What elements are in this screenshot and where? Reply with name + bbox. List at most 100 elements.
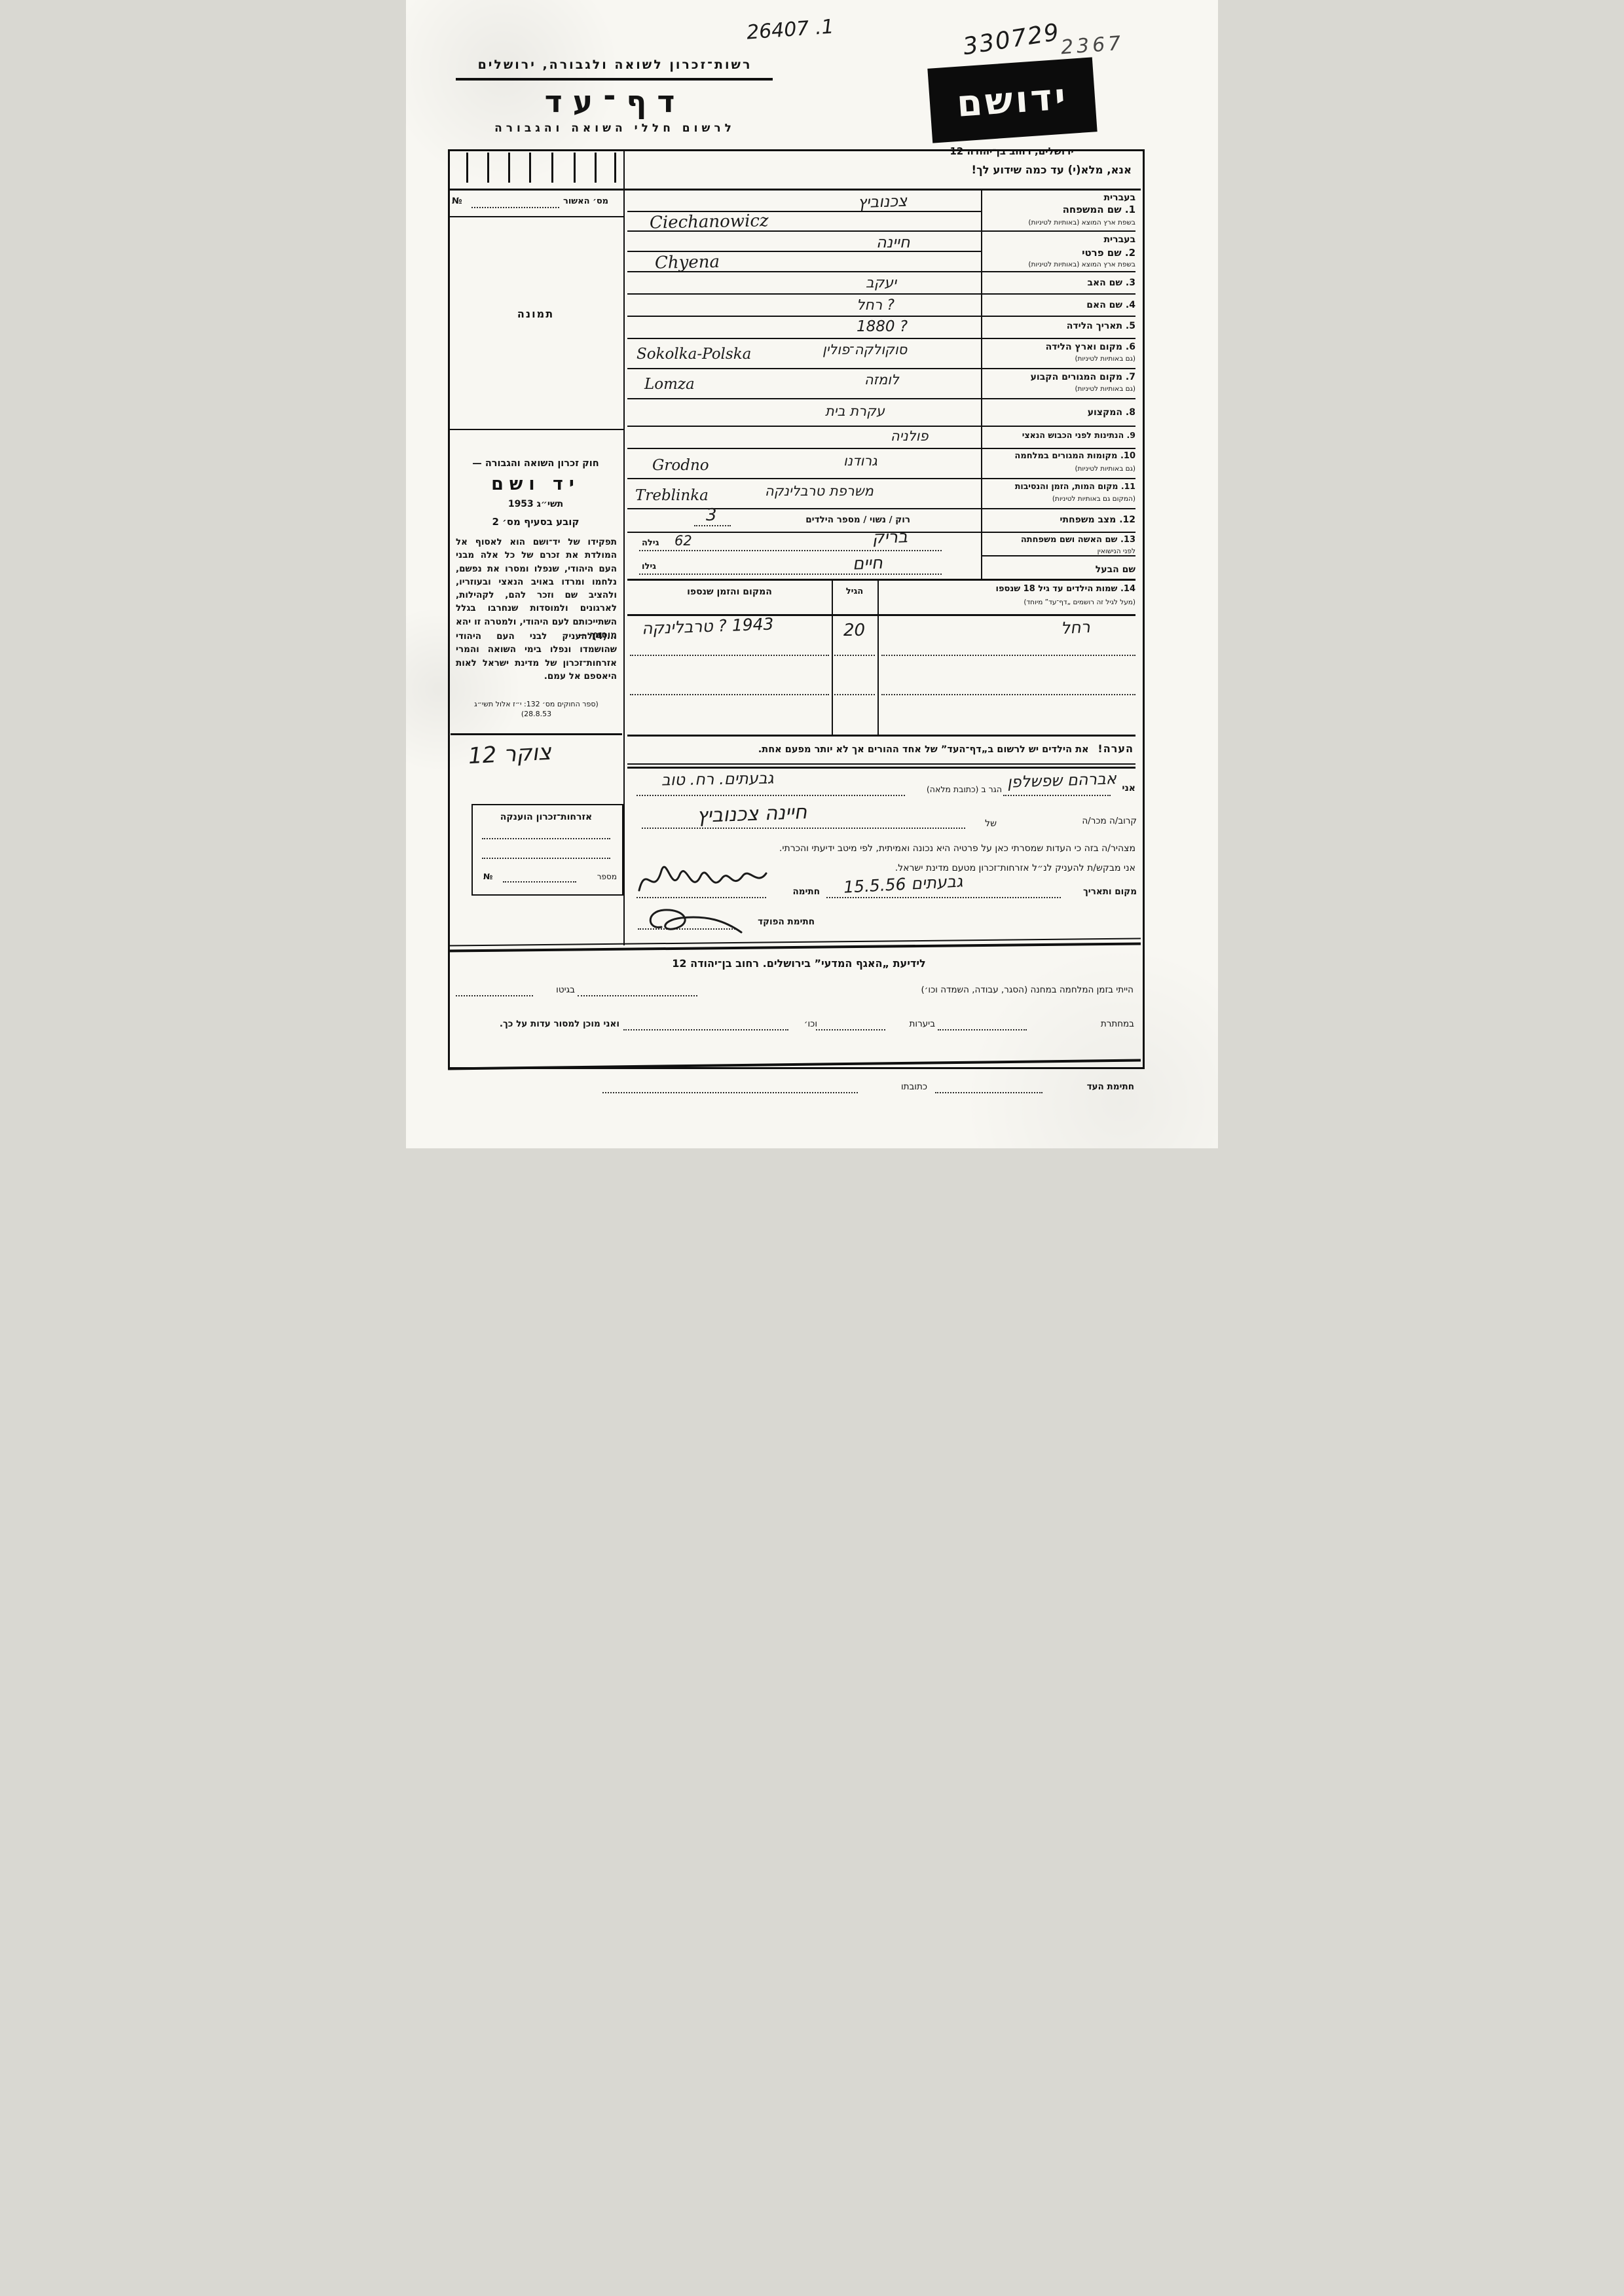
signature-line — [637, 897, 766, 898]
field-10-label: 10. מקומות המגורים במלחמה — [985, 451, 1135, 462]
field-2-language: בעברית — [1103, 234, 1135, 245]
handwritten-first-name-hebrew: חיינה — [876, 233, 910, 251]
handwritten-family-name-latin: Ciechanowicz — [649, 211, 769, 233]
row-border-f11 — [627, 508, 1135, 509]
etc-line — [623, 1029, 788, 1030]
field-14-text: שמות הילדים עד גיל 18 שנספו — [995, 584, 1118, 594]
field-6-number: 6. — [1125, 342, 1135, 352]
field-11-text: מקום המות, הזמן והנסיבות — [1014, 481, 1118, 491]
field-12-text: מצב משפחתי — [1060, 515, 1116, 525]
table-bottom-border — [627, 735, 1135, 737]
handwritten-children-count: 3 — [706, 505, 717, 525]
her-age-line — [639, 550, 942, 551]
handwritten-top-number: 26407 .1 — [745, 15, 835, 45]
field-12-label: 12. מצב משפחתי — [985, 515, 1135, 525]
ghetto-line — [456, 995, 533, 996]
request-statement: אני מבקש/ת להעניק לנ״ל אזרחות־זכרון מטעם… — [895, 863, 1135, 873]
certificate-row-border — [448, 216, 623, 217]
table-age-header: הגיל — [845, 587, 864, 596]
field-8-number: 8. — [1125, 407, 1135, 418]
page-subtitle: לרשום חללי השואה והגבורה — [494, 122, 735, 135]
file-tick — [508, 153, 510, 183]
citizenship-number-line — [503, 881, 576, 883]
law-clause-text: ...(4)להעניק לבני העם היהודי שהושמדו ונפ… — [456, 631, 617, 682]
field-3-text: שם האב — [1087, 278, 1123, 288]
field-12-number: 12. — [1119, 515, 1135, 525]
witness-signature-label: חתימת העד — [1086, 1082, 1134, 1092]
field-13-number: 13. — [1120, 535, 1135, 545]
write-line — [627, 251, 981, 252]
children-count-line — [694, 525, 731, 526]
witness-signature-bottom-line — [935, 1092, 1043, 1093]
table-row-line — [834, 655, 875, 656]
field-7-sublabel: (גם באותיות לטיניות) — [1075, 385, 1135, 393]
field-10-text: מקומות המגורים במלחמה — [1014, 451, 1118, 461]
testimony-page: 26407 .1 330729 2367 רשות־זכרון לשואה ול… — [406, 0, 1218, 1148]
field-2-number: 2. — [1124, 247, 1135, 259]
field-10-sublabel: (גם באותיות לטיניות) — [1075, 465, 1135, 473]
certificate-number-line — [471, 207, 559, 208]
row-border-f12 — [627, 532, 1135, 533]
handwritten-death-place-latin: Treblinka — [635, 487, 709, 504]
handwritten-sidebar-note: צוקר 12 — [468, 738, 552, 770]
underground-line — [938, 1029, 1027, 1030]
field-5-text: תאריך הלידה — [1066, 321, 1123, 331]
field-6-text: מקום וארץ הלידה — [1045, 342, 1123, 352]
declare-statement: מצהיר/ה בזה כי העדות שמסרתי כאן על פרטיה… — [779, 843, 1135, 854]
field-2-text: שם פרטי — [1082, 247, 1122, 259]
handwritten-husband-name: חיים — [852, 553, 883, 574]
yad-vashem-logo-text: ידושם — [955, 75, 1070, 126]
field-3-number: 3. — [1125, 278, 1135, 288]
field-7-number: 7. — [1125, 372, 1135, 382]
place-date-line — [826, 897, 1061, 898]
handwritten-wife-maiden-name: בריק — [872, 527, 908, 548]
relative-label: קרוב/ה מכר/ה — [1082, 816, 1137, 826]
field-13-sublabel: לפני הנישואין — [1097, 547, 1135, 555]
etc-label: וכו׳ — [803, 1019, 817, 1029]
handwritten-residence-latin: Lomza — [644, 376, 695, 393]
marital-status-options: רוק / נשוי / מספר הילדים — [805, 515, 910, 525]
field-4-label: 4. שם האם — [985, 300, 1135, 310]
note-border-1 — [627, 763, 1135, 765]
handwritten-family-name-hebrew: צכנוביץ — [857, 191, 908, 212]
field-9-text: הנתינות לפני הכבוש הנאצי — [1022, 430, 1124, 440]
his-age-label: גילו — [642, 562, 656, 572]
handwritten-registration-number: 330729 — [961, 18, 1062, 61]
page-title: דף־עד — [544, 84, 686, 119]
yad-vashem-logo: ידושם — [927, 57, 1098, 143]
of-line — [642, 828, 965, 829]
note-border-2 — [627, 767, 1135, 769]
field-5-number: 5. — [1125, 321, 1135, 331]
field-8-text: המקצוע — [1087, 407, 1123, 418]
handwritten-residence-hebrew: לומזה — [864, 372, 899, 388]
note-text: את הילדים יש לרשום ב„דף־העד” של אחד ההור… — [758, 744, 1089, 755]
table-top-border — [627, 579, 1135, 581]
authority-name: רשות־זכרון לשואה ולגבורה, ירושלים — [477, 58, 752, 72]
field-9-number: 9. — [1126, 430, 1135, 440]
field-11-number: 11. — [1120, 481, 1135, 491]
left-column-divider — [623, 149, 625, 945]
citizenship-granted-box — [471, 804, 623, 896]
registrar-signature-flourish — [649, 909, 743, 934]
file-tick — [574, 153, 576, 183]
stamp-address: ירושלים, רחוב בן־יהודה 12 — [950, 145, 1074, 157]
handwritten-citizenship: פולניה — [891, 428, 929, 444]
citizenship-box-title: אזרחות־זכרון הוענקה — [500, 812, 593, 822]
row-border-f9 — [627, 448, 1135, 449]
field-14-label: 14. שמות הילדים עד גיל 18 שנספו — [879, 584, 1139, 594]
table-row-line — [834, 694, 875, 695]
handwritten-birth-place-hebrew: סוקולקה־פולין — [822, 342, 908, 357]
handwritten-mother-name: רחל ? — [857, 297, 895, 314]
table-row-line — [881, 655, 1135, 656]
handwritten-war-residence-hebrew: גרודנו — [843, 453, 877, 469]
left-column-rule — [451, 733, 622, 735]
table-header-border — [627, 614, 1135, 616]
field-1-sublabel: בשפת ארץ המוצא (באותיות לטיניות) — [1028, 219, 1135, 227]
row-border-f2 — [627, 271, 1135, 272]
field-9-label: 9. הנתינות לפני הכבוש הנאצי — [985, 430, 1135, 440]
husband-name-label: שם הבעל — [1095, 564, 1135, 575]
her-age-label: גילה — [642, 538, 659, 548]
row-border-f3 — [627, 293, 1135, 295]
field-13-label: 13. שם האשה ושם משפחתה — [985, 535, 1135, 545]
testify-statement: ואני מוכן למסור עדות על כך. — [499, 1019, 619, 1029]
